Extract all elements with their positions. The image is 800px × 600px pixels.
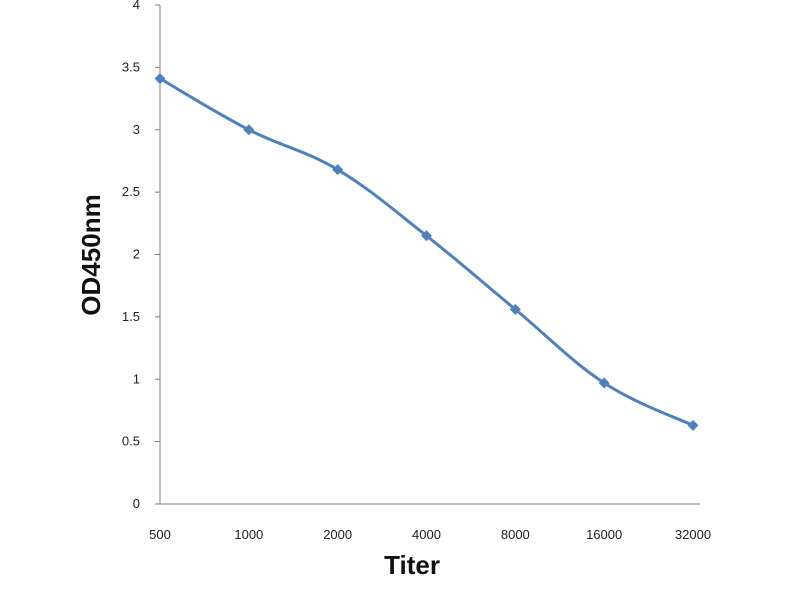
y-tick-label: 0.5	[122, 434, 140, 449]
x-tick-label: 8000	[501, 527, 530, 542]
y-tick-label: 2	[133, 247, 140, 262]
x-tick-label: 500	[149, 527, 171, 542]
data-point-marker	[421, 230, 432, 242]
x-tick-label: 32000	[675, 527, 711, 542]
data-point-marker	[243, 124, 255, 136]
x-tick-label: 1000	[234, 527, 263, 542]
y-tick-label: 3	[133, 122, 140, 137]
y-tick-label: 0	[133, 496, 140, 511]
data-point-marker	[154, 73, 166, 85]
chart-axes	[159, 5, 700, 505]
x-tick-label: 2000	[323, 527, 352, 542]
series-line	[159, 77, 694, 427]
data-point-marker	[509, 303, 521, 315]
series-layer	[154, 73, 699, 431]
y-tick-label: 4	[133, 0, 140, 12]
y-axis-title: OD450nm	[76, 194, 106, 315]
x-axis-ticks: 500 1000 2000 4000 8000 16000 32000	[149, 527, 711, 542]
y-tick-label: 2.5	[122, 184, 140, 199]
x-axis-title: Titer	[384, 550, 440, 580]
y-tick-label: 3.5	[122, 59, 140, 74]
y-axis-ticks: 0 0.5 1 1.5 2 2.5 3 3.5 4	[122, 0, 160, 511]
x-tick-label: 16000	[586, 527, 622, 542]
data-point-marker	[332, 164, 344, 176]
y-tick-label: 1.5	[122, 309, 140, 324]
data-point-marker	[687, 419, 699, 431]
y-tick-label: 1	[133, 371, 140, 386]
data-point-marker	[598, 377, 610, 389]
x-tick-label: 4000	[412, 527, 441, 542]
